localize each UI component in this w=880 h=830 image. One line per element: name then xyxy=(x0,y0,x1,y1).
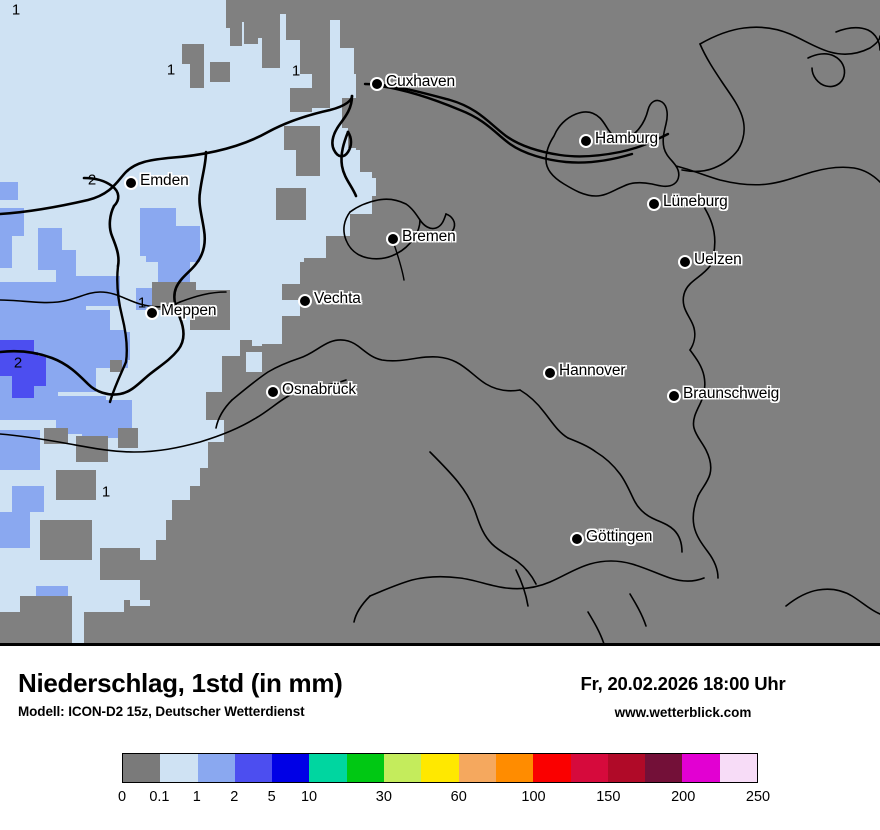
color-scale-swatch xyxy=(421,754,459,782)
city-dot-icon xyxy=(268,387,278,397)
city-dot-icon xyxy=(147,308,157,318)
color-scale-swatch xyxy=(123,754,161,782)
color-scale-tick-label: 10 xyxy=(300,789,318,805)
color-scale-tick-label: 60 xyxy=(450,789,467,805)
weather-map[interactable]: 1 1 1 2 1 2 1 Cuxhaven Hamburg Lüneburg Emden Brem… xyxy=(0,0,880,646)
model-subtitle: Modell: ICON-D2 15z, Deutscher Wetterdie… xyxy=(18,704,305,720)
color-scale-swatch xyxy=(682,754,720,782)
city-dot-icon xyxy=(572,534,582,544)
color-scale-ticks: 0 0.1 1 2 5 10 30 60 100 150 200 250 xyxy=(118,785,770,811)
title-block: Niederschlag, 1std (in mm) Modell: ICON-… xyxy=(18,668,343,720)
city-label: Osnabrück xyxy=(282,381,357,398)
city-dot-icon xyxy=(300,296,310,306)
color-scale-tick-label: 1 xyxy=(192,789,201,805)
color-scale-swatch xyxy=(495,754,534,782)
color-scale-swatch xyxy=(645,754,683,782)
color-scale-tick-label: 250 xyxy=(745,789,771,805)
page-title: Niederschlag, 1std (in mm) xyxy=(18,668,343,698)
city-label: Uelzen xyxy=(694,251,742,268)
city-label: Hannover xyxy=(559,362,626,379)
color-scale-tick-label: 200 xyxy=(671,789,696,805)
color-scale-swatch xyxy=(533,754,571,782)
color-scale-swatch xyxy=(197,754,235,782)
color-scale-tick-label: 5 xyxy=(267,789,276,805)
color-scale-swatch xyxy=(458,754,496,782)
color-scale-tick-label: 100 xyxy=(521,789,546,805)
contour-value-label: 1 xyxy=(101,483,111,501)
map-canvas xyxy=(0,0,880,646)
city-label: Vechta xyxy=(314,290,361,307)
city-label: Lüneburg xyxy=(663,193,728,210)
color-scale-swatch xyxy=(719,754,758,782)
color-scale-swatch xyxy=(160,754,198,782)
city-dot-icon xyxy=(669,391,679,401)
website-label: www.wetterblick.com xyxy=(614,705,752,720)
contour-value-label: 1 xyxy=(137,294,147,312)
valid-datetime: Fr, 20.02.2026 18:00 Uhr xyxy=(580,673,786,694)
color-scale-tick-label: 2 xyxy=(230,789,239,805)
city-dot-icon xyxy=(545,368,555,378)
color-scale-swatch xyxy=(346,754,385,782)
color-scale-tick-label: 30 xyxy=(375,789,392,805)
color-scale-tick-label: 0.1 xyxy=(149,789,170,805)
city-label: Göttingen xyxy=(586,528,653,545)
city-dot-icon xyxy=(680,257,690,267)
contour-value-label: 1 xyxy=(291,62,301,80)
city-label: Cuxhaven xyxy=(386,73,455,90)
color-scale-swatch xyxy=(234,754,273,782)
city-dot-icon xyxy=(126,178,136,188)
map-borders xyxy=(0,26,880,643)
city-dot-icon xyxy=(388,234,398,244)
contour-value-label: 1 xyxy=(166,61,176,79)
contour-value-label: 2 xyxy=(13,354,23,372)
city-label: Meppen xyxy=(161,302,217,319)
footer-panel: Niederschlag, 1std (in mm) Modell: ICON-… xyxy=(0,646,880,830)
city-label: Emden xyxy=(140,172,189,189)
color-scale-bar[interactable] xyxy=(122,753,758,783)
color-scale[interactable]: 0 0.1 1 2 5 10 30 60 100 150 200 250 xyxy=(118,753,770,811)
city-dot-icon xyxy=(649,199,659,209)
city-label: Braunschweig xyxy=(683,385,780,402)
meta-block: Fr, 20.02.2026 18:00 Uhr www.wetterblick… xyxy=(518,673,848,720)
color-scale-swatch xyxy=(570,754,608,782)
color-scale-tick-label: 0 xyxy=(117,789,127,805)
color-scale-swatch xyxy=(272,754,310,782)
precip-band-2-5 xyxy=(0,340,46,398)
contour-value-label: 1 xyxy=(11,1,21,19)
city-label: Hamburg xyxy=(595,130,659,147)
color-scale-swatch xyxy=(309,754,347,782)
color-scale-swatch xyxy=(607,754,646,782)
city-dot-icon xyxy=(581,136,591,146)
contour-value-label: 2 xyxy=(87,171,97,189)
city-label: Bremen xyxy=(402,228,456,245)
color-scale-tick-label: 150 xyxy=(596,789,621,805)
city-dot-icon xyxy=(372,79,382,89)
grey-land-overlay xyxy=(0,0,880,646)
color-scale-swatch xyxy=(384,754,422,782)
